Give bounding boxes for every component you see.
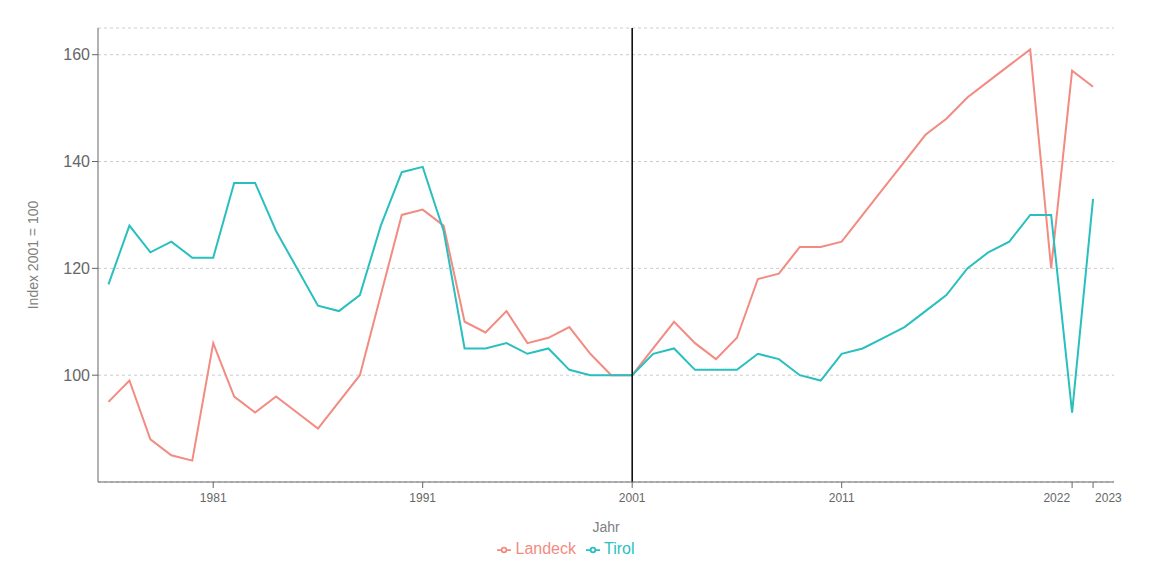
svg-text:100: 100 bbox=[63, 367, 90, 384]
svg-text:Index 2001 = 100: Index 2001 = 100 bbox=[25, 200, 41, 309]
html-text:Landeck: Landeck bbox=[515, 540, 576, 557]
html-text:Tirol: Tirol bbox=[604, 540, 635, 557]
svg-text:140: 140 bbox=[63, 153, 90, 170]
svg-text:1991: 1991 bbox=[409, 491, 436, 505]
svg-text:2022: 2022 bbox=[1043, 491, 1070, 505]
svg-text:2011: 2011 bbox=[829, 491, 855, 505]
svg-text:160: 160 bbox=[63, 46, 90, 63]
svg-text:120: 120 bbox=[63, 260, 90, 277]
svg-text:1981: 1981 bbox=[200, 491, 227, 505]
svg-text:Jahr: Jahr bbox=[592, 519, 620, 535]
svg-text:2001: 2001 bbox=[619, 491, 646, 505]
svg-text:2023: 2023 bbox=[1095, 491, 1122, 505]
